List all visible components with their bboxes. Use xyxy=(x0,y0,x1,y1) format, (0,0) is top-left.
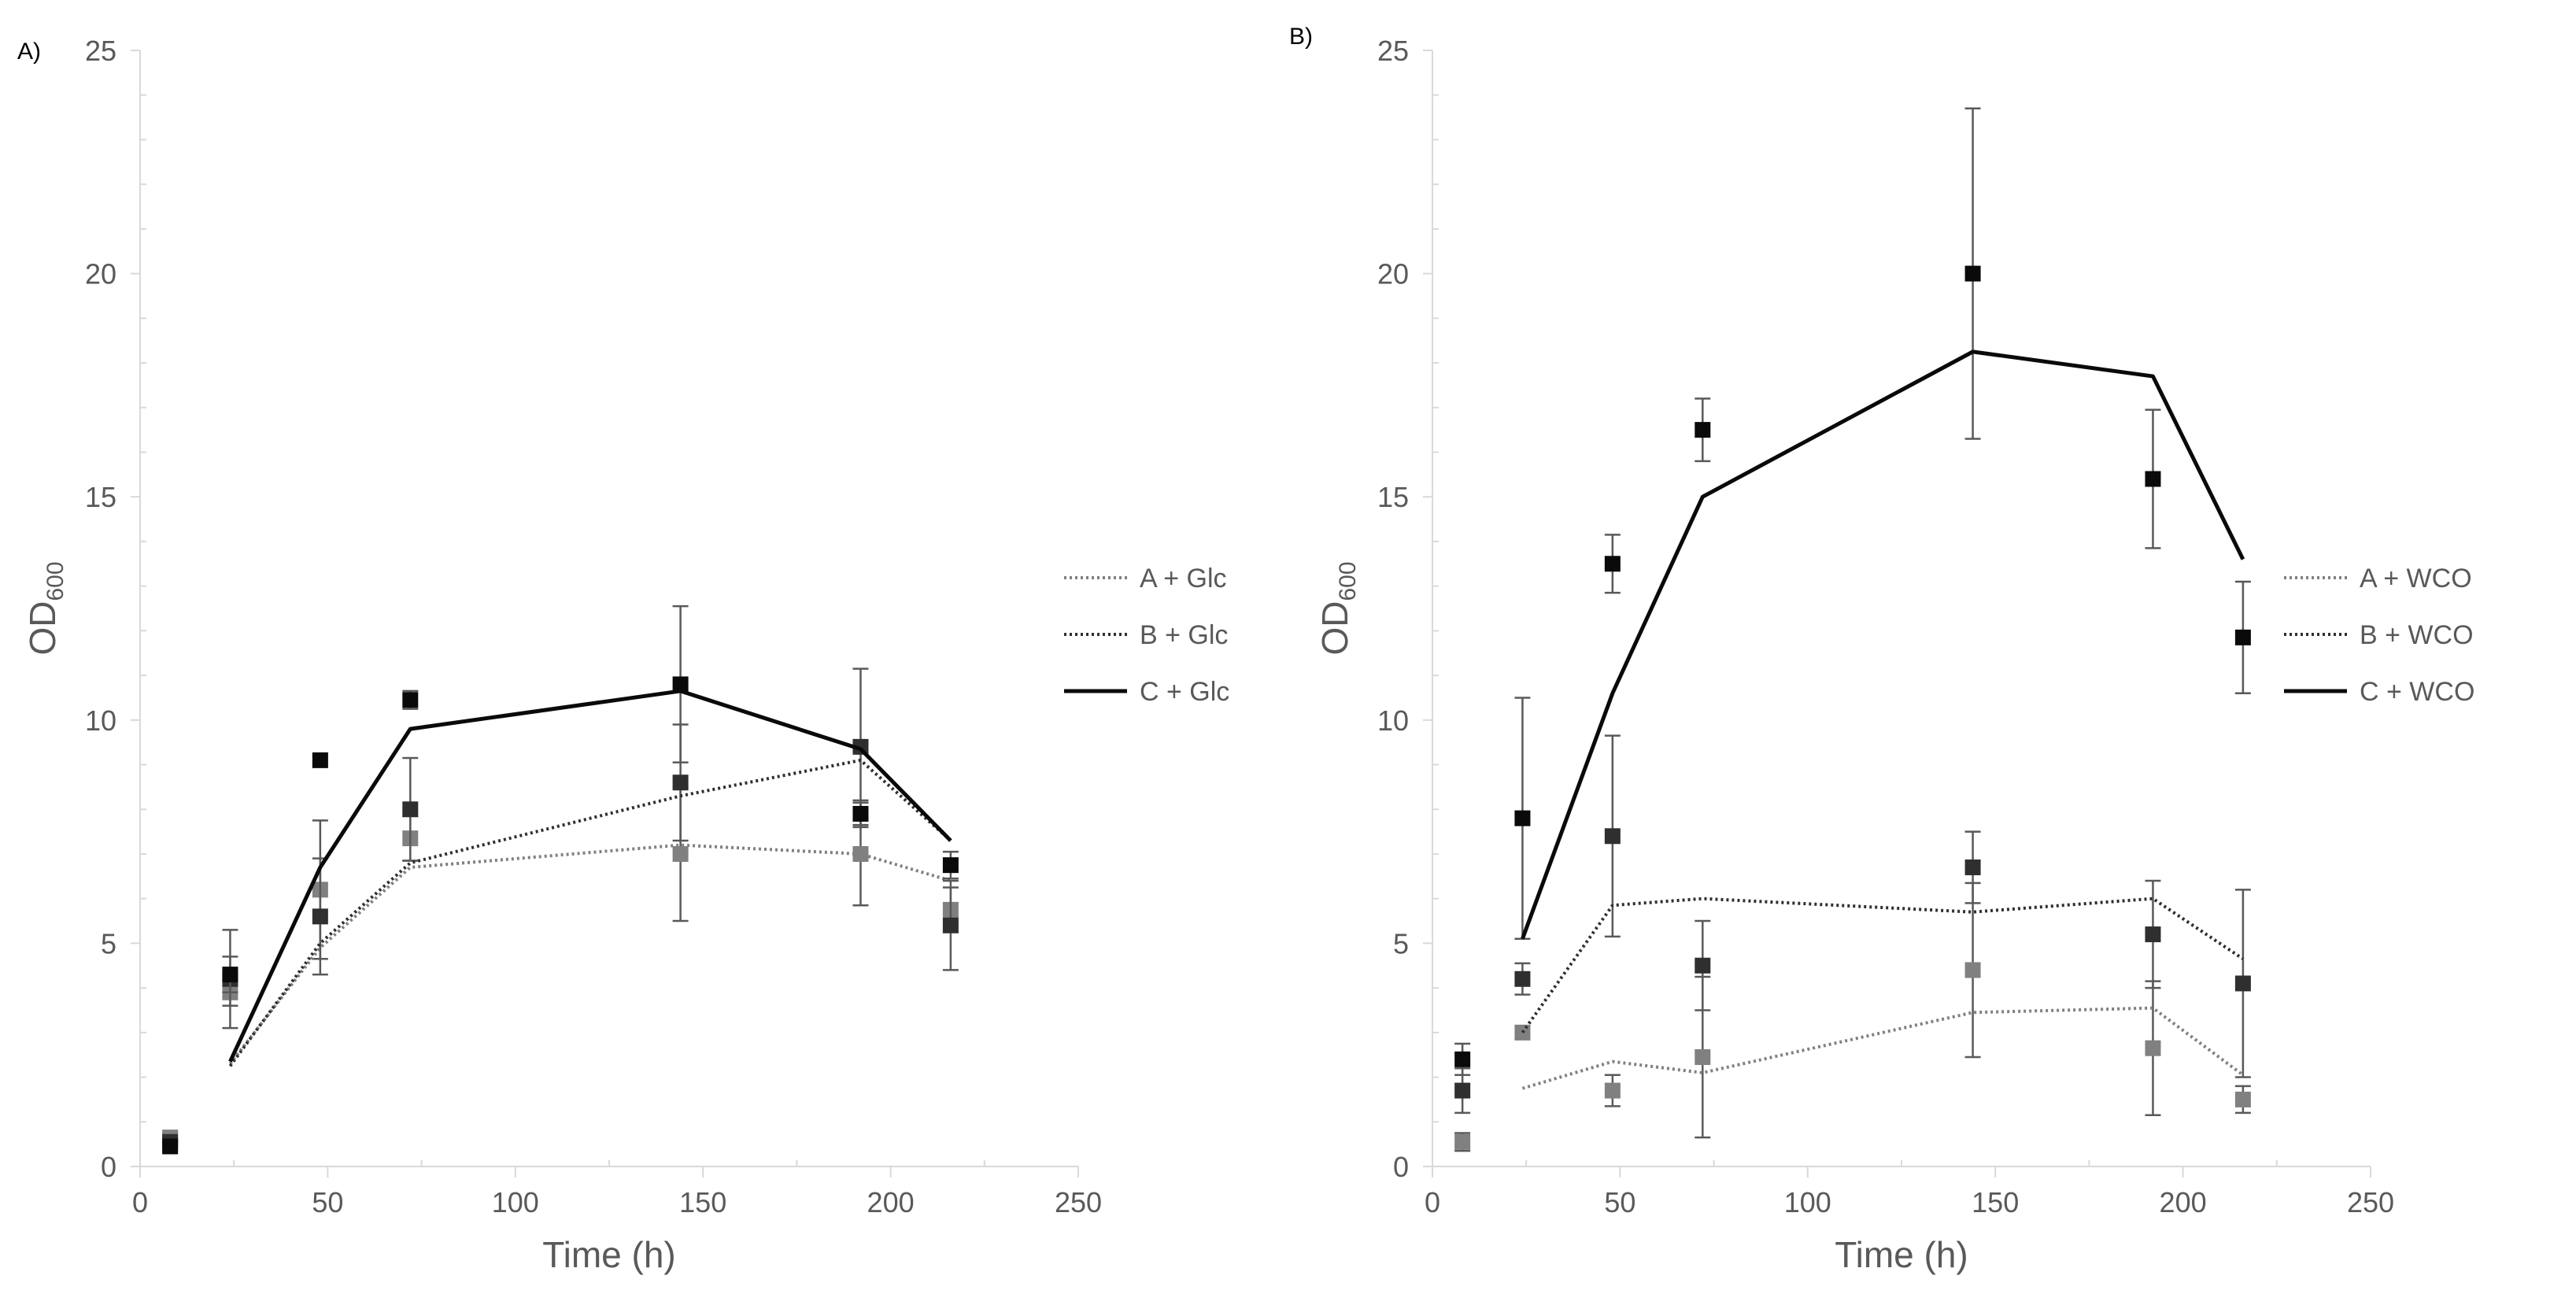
x-tick-label: 200 xyxy=(867,1186,915,1218)
x-tick-label: 0 xyxy=(132,1186,148,1218)
series-line xyxy=(228,689,952,1063)
series-3 xyxy=(1454,107,2251,1076)
y-tick-label: 15 xyxy=(1377,481,1409,513)
data-marker xyxy=(1695,957,1711,974)
x-tick-label: 50 xyxy=(1604,1186,1635,1218)
series-line xyxy=(228,758,952,1067)
y-axis-title-subscript: 600 xyxy=(1335,561,1361,601)
data-marker xyxy=(852,845,869,862)
data-marker xyxy=(2145,471,2161,487)
y-axis-title: OD600 xyxy=(22,561,68,655)
data-marker xyxy=(1964,859,1981,875)
data-marker xyxy=(312,908,328,925)
data-marker xyxy=(942,917,959,934)
y-tick-label: 10 xyxy=(85,704,116,737)
y-tick-label: 15 xyxy=(85,481,116,513)
data-marker xyxy=(1604,828,1621,845)
legend-label: A + Glc xyxy=(1140,564,1227,593)
panel-label: A) xyxy=(17,39,41,65)
data-marker xyxy=(852,805,869,822)
data-marker xyxy=(1604,556,1621,572)
data-marker xyxy=(1604,1082,1621,1099)
data-marker xyxy=(402,692,419,708)
x-tick-label: 100 xyxy=(492,1186,539,1218)
data-marker xyxy=(672,775,689,791)
y-tick-label: 5 xyxy=(101,927,116,959)
y-tick-label: 10 xyxy=(1377,704,1409,737)
x-tick-label: 150 xyxy=(1972,1186,2019,1218)
y-axis-title-subscript: 600 xyxy=(43,561,68,601)
series-line xyxy=(228,843,952,1065)
y-tick-label: 20 xyxy=(85,258,116,290)
legend: A + Glc B + Glc C + Glc xyxy=(1064,564,1229,707)
x-tick-label: 0 xyxy=(1425,1186,1440,1218)
x-axis-title: Time (h) xyxy=(1835,1234,1968,1275)
data-marker xyxy=(1964,962,1981,978)
legend-label: B + WCO xyxy=(2360,620,2474,650)
x-tick-label: 200 xyxy=(2160,1186,2207,1218)
data-marker xyxy=(2234,975,2251,992)
data-marker xyxy=(672,845,689,862)
data-marker xyxy=(1695,422,1711,438)
legend-label: C + Glc xyxy=(1140,677,1229,707)
data-marker xyxy=(402,801,419,818)
x-tick-label: 100 xyxy=(1784,1186,1831,1218)
y-tick-label: 25 xyxy=(1377,35,1409,67)
series-line xyxy=(1521,1006,2245,1090)
series-2 xyxy=(1454,734,2251,1115)
series-1 xyxy=(162,786,959,1146)
x-axis-title: Time (h) xyxy=(542,1234,676,1275)
data-marker xyxy=(1964,265,1981,282)
data-marker xyxy=(672,676,689,693)
y-axis-title: OD600 xyxy=(1314,561,1361,655)
data-marker xyxy=(2145,1040,2161,1056)
data-marker xyxy=(162,1138,179,1155)
data-marker xyxy=(312,752,328,768)
y-tick-label: 0 xyxy=(101,1151,116,1183)
series-1 xyxy=(1454,882,2251,1152)
x-tick-label: 250 xyxy=(1055,1186,1102,1218)
y-tick-label: 0 xyxy=(1393,1151,1409,1183)
y-tick-label: 5 xyxy=(1393,927,1409,959)
data-marker xyxy=(1454,1082,1471,1099)
x-tick-label: 150 xyxy=(679,1186,726,1218)
y-tick-label: 20 xyxy=(1377,258,1409,290)
series-line xyxy=(1521,349,2245,940)
legend-label: C + WCO xyxy=(2360,677,2474,707)
legend: A + WCO B + WCO C + WCO xyxy=(2284,564,2474,707)
data-marker xyxy=(1514,970,1531,987)
data-marker xyxy=(1454,1133,1471,1150)
series-3 xyxy=(162,604,959,1155)
data-marker xyxy=(2234,629,2251,645)
data-marker xyxy=(2234,1091,2251,1107)
data-marker xyxy=(1514,810,1531,826)
y-tick-label: 25 xyxy=(85,35,116,67)
x-tick-label: 250 xyxy=(2347,1186,2394,1218)
data-marker xyxy=(1695,1049,1711,1066)
data-marker xyxy=(1454,1051,1471,1067)
data-marker xyxy=(942,857,959,874)
data-marker xyxy=(2145,926,2161,943)
data-marker xyxy=(222,967,238,983)
x-tick-label: 50 xyxy=(312,1186,343,1218)
series-line xyxy=(1521,897,2245,1033)
legend-label: A + WCO xyxy=(2360,564,2472,593)
panel-label: B) xyxy=(1289,24,1313,50)
legend-label: B + Glc xyxy=(1140,620,1228,650)
